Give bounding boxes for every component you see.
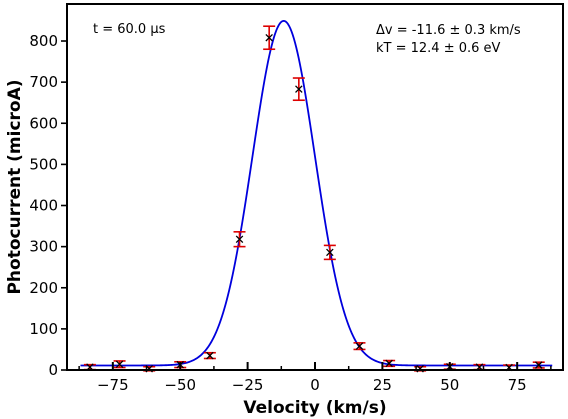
x-axis-title: Velocity (km/s)	[243, 398, 386, 418]
x-marker-stroke-b	[385, 359, 393, 368]
y-tick-label: 600	[29, 114, 58, 132]
y-tick-label: 300	[29, 238, 58, 256]
time-annotation: t = 60.0 μs	[93, 22, 166, 37]
x-tick-label: 25	[373, 376, 392, 394]
x-tick-label: −25	[232, 376, 264, 394]
data-point	[203, 351, 216, 360]
fit-curve-layer	[80, 19, 553, 367]
y-axis-title: Photocurrent (microA)	[5, 79, 25, 294]
y-tick-label: 400	[29, 197, 58, 215]
data-point	[233, 231, 246, 248]
x-marker-stroke-b	[355, 342, 364, 350]
x-tick-label: −50	[164, 376, 196, 394]
data-point	[532, 361, 545, 369]
y-tick-label: 700	[29, 73, 58, 91]
x-marker-stroke-b	[115, 360, 124, 369]
x-marker-stroke-b	[295, 85, 303, 93]
y-tick-label: 100	[29, 320, 58, 338]
y-tick-label: 800	[29, 32, 58, 50]
x-marker-stroke-b	[206, 351, 214, 360]
x-tick-label: −75	[97, 376, 129, 394]
y-tick-label: 200	[29, 279, 58, 297]
temperature-annotation: kT = 12.4 ± 0.6 eV	[376, 41, 501, 56]
gaussian-fit-line	[80, 19, 553, 367]
data-point	[353, 342, 366, 351]
x-marker-stroke-b	[265, 33, 273, 42]
x-marker-stroke-b	[534, 361, 543, 369]
x-tick-label: 50	[440, 376, 459, 394]
x-marker-stroke-b	[326, 248, 334, 257]
data-point	[292, 77, 305, 102]
x-axis-ticks: −75 −50 −25 0 25 50 75	[78, 362, 552, 394]
data-point	[383, 359, 396, 368]
x-tick-label: 0	[310, 376, 320, 394]
data-point	[323, 244, 336, 261]
y-tick-label: 0	[48, 361, 58, 379]
y-tick-label: 500	[29, 155, 58, 173]
data-point	[263, 25, 276, 51]
x-tick-label: 75	[508, 376, 527, 394]
x-marker-stroke-b	[235, 235, 244, 243]
velocity-shift-annotation: Δv = -11.6 ± 0.3 km/s	[376, 23, 521, 38]
data-point	[113, 360, 126, 369]
y-axis-ticks: 0 100 200 300 400 500 600 700 800	[29, 32, 67, 379]
